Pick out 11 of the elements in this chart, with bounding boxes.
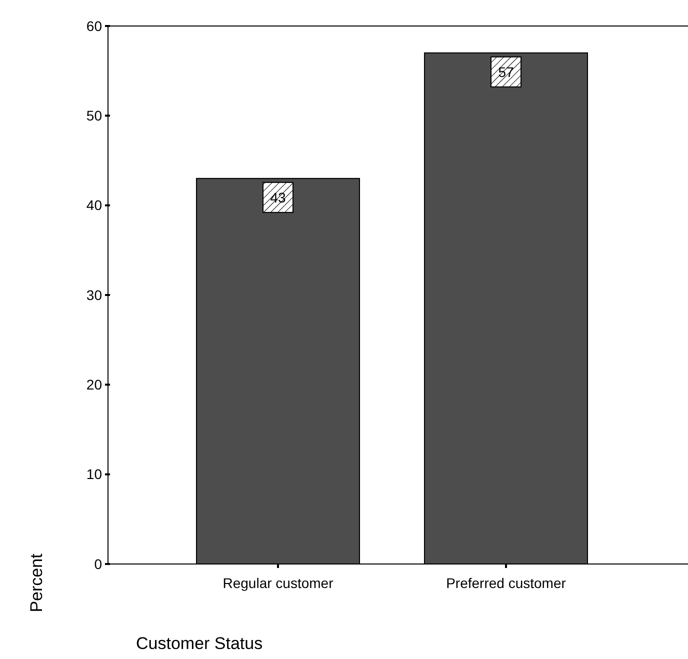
y-tick-label: 40 <box>86 197 102 214</box>
y-tick-label: 0 <box>94 556 102 572</box>
x-axis-title: Customer Status <box>136 634 263 653</box>
y-tick-label: 10 <box>86 466 102 482</box>
y-tick-label: 30 <box>86 286 102 303</box>
y-tick-label: 20 <box>86 376 102 393</box>
y-tick-label: 60 <box>86 18 102 34</box>
x-tick-label: Regular customer <box>222 575 334 591</box>
y-tick-label: 50 <box>86 108 102 124</box>
y-axis-title: Percent <box>27 553 46 612</box>
x-tick-label: Preferred customer <box>446 575 566 591</box>
